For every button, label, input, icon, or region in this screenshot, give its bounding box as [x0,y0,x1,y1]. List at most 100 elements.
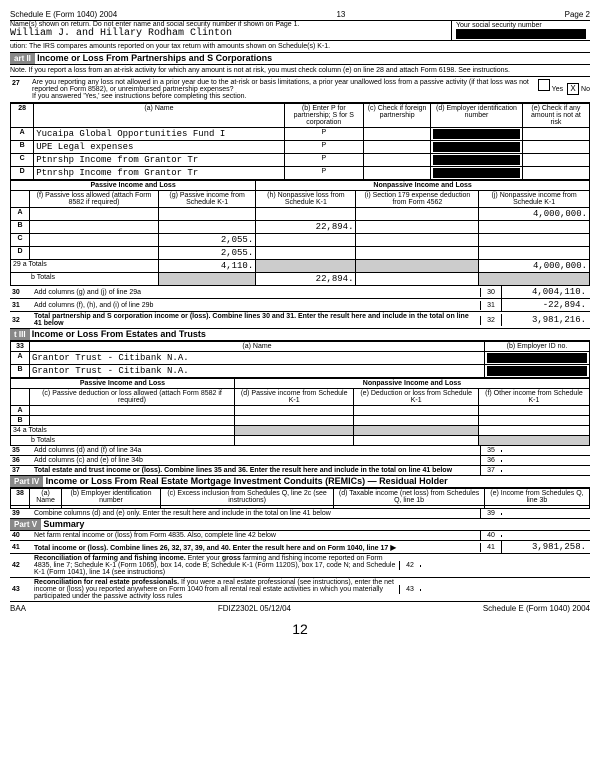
ein-c-redacted [433,155,520,165]
line-37: 37Total estate and trust income or (loss… [10,466,590,476]
col38-c: (c) Excess inclusion from Schedules Q, l… [160,489,333,506]
table-29: Passive Income and Loss Nonpassive Incom… [10,180,590,286]
l29a-g: 4,110. [159,260,256,273]
col-b: (b) Enter P for partnership; S for S cor… [284,104,363,128]
line-31: 31Add columns (f), (h), and (i) of line … [10,299,590,312]
l32-text: Total partnership and S corporation inco… [34,313,469,327]
ein-trust-a [487,353,587,363]
col38-e: (e) Income from Schedules Q, line 3b [484,489,589,506]
part3-label: t III [10,329,30,340]
col33-d: (d) Passive income from Schedule K-1 [234,389,354,406]
col-f: (f) Passive loss allowed (attach Form 85… [30,191,159,208]
col-38: 38 [11,489,30,506]
q27b-text: If you answered 'Yes,' see instructions … [32,93,246,100]
part2-title: Income or Loss From Partnerships and S C… [37,53,272,63]
line-40: 40Net farm rental income or (loss) from … [10,531,590,541]
l30-text: Add columns (g) and (j) of line 29a [32,288,480,297]
type-b: P [284,141,363,154]
line-43: 43 Reconciliation for real estate profes… [10,578,590,602]
col-28: 28 [11,104,34,128]
type-d: P [284,167,363,180]
part5-header: Part V Summary [10,519,590,531]
col33-c: (c) Passive deduction or loss allowed (a… [30,389,235,406]
l31-text: Add columns (f), (h), and (i) of line 29… [32,301,480,310]
baa: BAA [10,604,26,613]
line-39: 39Combine columns (d) and (e) only. Ente… [10,509,590,519]
p3-nonpassive: Nonpassive Income and Loss [234,379,589,389]
l34a: 34 a Totals [11,426,235,436]
page-number: 12 [10,621,590,637]
l41-val: 3,981,258. [501,541,590,553]
l40-text: Net farm rental income or (loss) from Fo… [32,531,480,540]
col38-b: (b) Employer identification number [62,489,161,506]
col-33: 33 [11,342,30,352]
l37-text: Total estate and trust income or (loss).… [34,467,452,474]
col-a: (a) Name [34,104,284,128]
ssn-label: Your social security number [456,22,586,29]
col-g: (g) Passive income from Schedule K-1 [159,191,256,208]
l36-text: Add columns (c) and (e) of line 34b [32,456,480,465]
line-41: 41Total income or (loss). Combine lines … [10,541,590,554]
ein-d-redacted [433,168,520,178]
p3-passive: Passive Income and Loss [11,379,235,389]
no-checkbox[interactable]: X [567,83,579,95]
l30-val: 4,004,110. [501,286,590,298]
val-cg: 2,055. [159,234,256,247]
col-d: (d) Employer identification number [431,104,523,128]
footer: BAA FDIZ2302L 05/12/04 Schedule E (Form … [10,604,590,613]
l39-text: Combine columns (d) and (e) only. Enter … [32,509,480,518]
val-bh: 22,894. [256,221,356,234]
col33-f: (f) Other income from Schedule K-1 [478,389,589,406]
type-c: P [284,154,363,167]
l32-val: 3,981,216. [501,314,590,326]
col-h: (h) Nonpassive loss from Schedule K-1 [256,191,356,208]
l41-text: Total income or (loss). Combine lines 26… [34,545,388,552]
l34b: b Totals [11,436,235,446]
col38-d: (d) Taxable income (net loss) from Sched… [334,489,485,506]
line-36: 36Add columns (c) and (e) of line 34b36 [10,456,590,466]
nonpassive-hdr: Nonpassive Income and Loss [256,181,590,191]
col38-a: (a) Name [30,489,62,506]
form-title: Schedule E (Form 1040) 2004 [10,10,117,19]
passive-hdr: Passive Income and Loss [11,181,256,191]
l29b: b Totals [11,273,159,286]
l31-val: -22,894. [501,299,590,311]
name-c: Ptnrshp Income from Grantor Tr [34,154,284,167]
page-label: Page 2 [565,10,590,19]
row-28a: AYucaipa Global Opportunities Fund IP [11,128,590,141]
col33-e: (e) Deduction or loss from Schedule K-1 [354,389,478,406]
part4-header: Part IV Income or Loss From Real Estate … [10,476,590,488]
col-j: (j) Nonpassive income from Schedule K-1 [479,191,590,208]
question-27: 27 Are you reporting any loss not allowe… [10,77,590,103]
table-38: 38 (a) Name (b) Employer identification … [10,488,590,509]
footer-sched: Schedule E (Form 1040) 2004 [483,604,590,613]
l29a: 29 a Totals [11,260,159,273]
trust-b: Grantor Trust - Citibank N.A. [30,365,485,378]
yes-label: Yes [552,86,563,93]
row-28c: CPtnrshp Income from Grantor TrP [11,154,590,167]
row-28d: DPtnrshp Income from Grantor TrP [11,167,590,180]
yes-checkbox[interactable] [538,79,550,91]
ssn-box: Your social security number [451,21,590,40]
table-28: 28 (a) Name (b) Enter P for partnership;… [10,103,590,180]
col-c: (c) Check if foreign partnership [364,104,431,128]
col33-a: (a) Name [30,342,485,352]
l35-text: Add columns (d) and (f) of line 34a [32,446,480,455]
part4-title: Income or Loss From Real Estate Mortgage… [46,476,448,486]
names-row: Name(s) shown on return. Do not enter na… [10,21,590,41]
l29a-j: 4,000,000. [479,260,590,273]
part5-label: Part V [10,519,41,530]
part2-label: art II [10,53,35,64]
line-35: 35Add columns (d) and (f) of line 34a35 [10,446,590,456]
line-42: 42 Reconciliation of farming and fishing… [10,554,590,578]
header: Schedule E (Form 1040) 2004 13 Page 2 [10,10,590,21]
part4-label: Part IV [10,476,43,487]
part5-title: Summary [43,519,84,529]
type-a: P [284,128,363,141]
ssn-redacted [456,29,586,39]
ein-b-redacted [433,142,520,152]
row-28b: BUPE Legal expensesP [11,141,590,154]
table-34: Passive Income and Loss Nonpassive Incom… [10,378,590,446]
trust-a: Grantor Trust - Citibank N.A. [30,352,485,365]
names-label: Name(s) shown on return. Do not enter na… [10,21,451,28]
